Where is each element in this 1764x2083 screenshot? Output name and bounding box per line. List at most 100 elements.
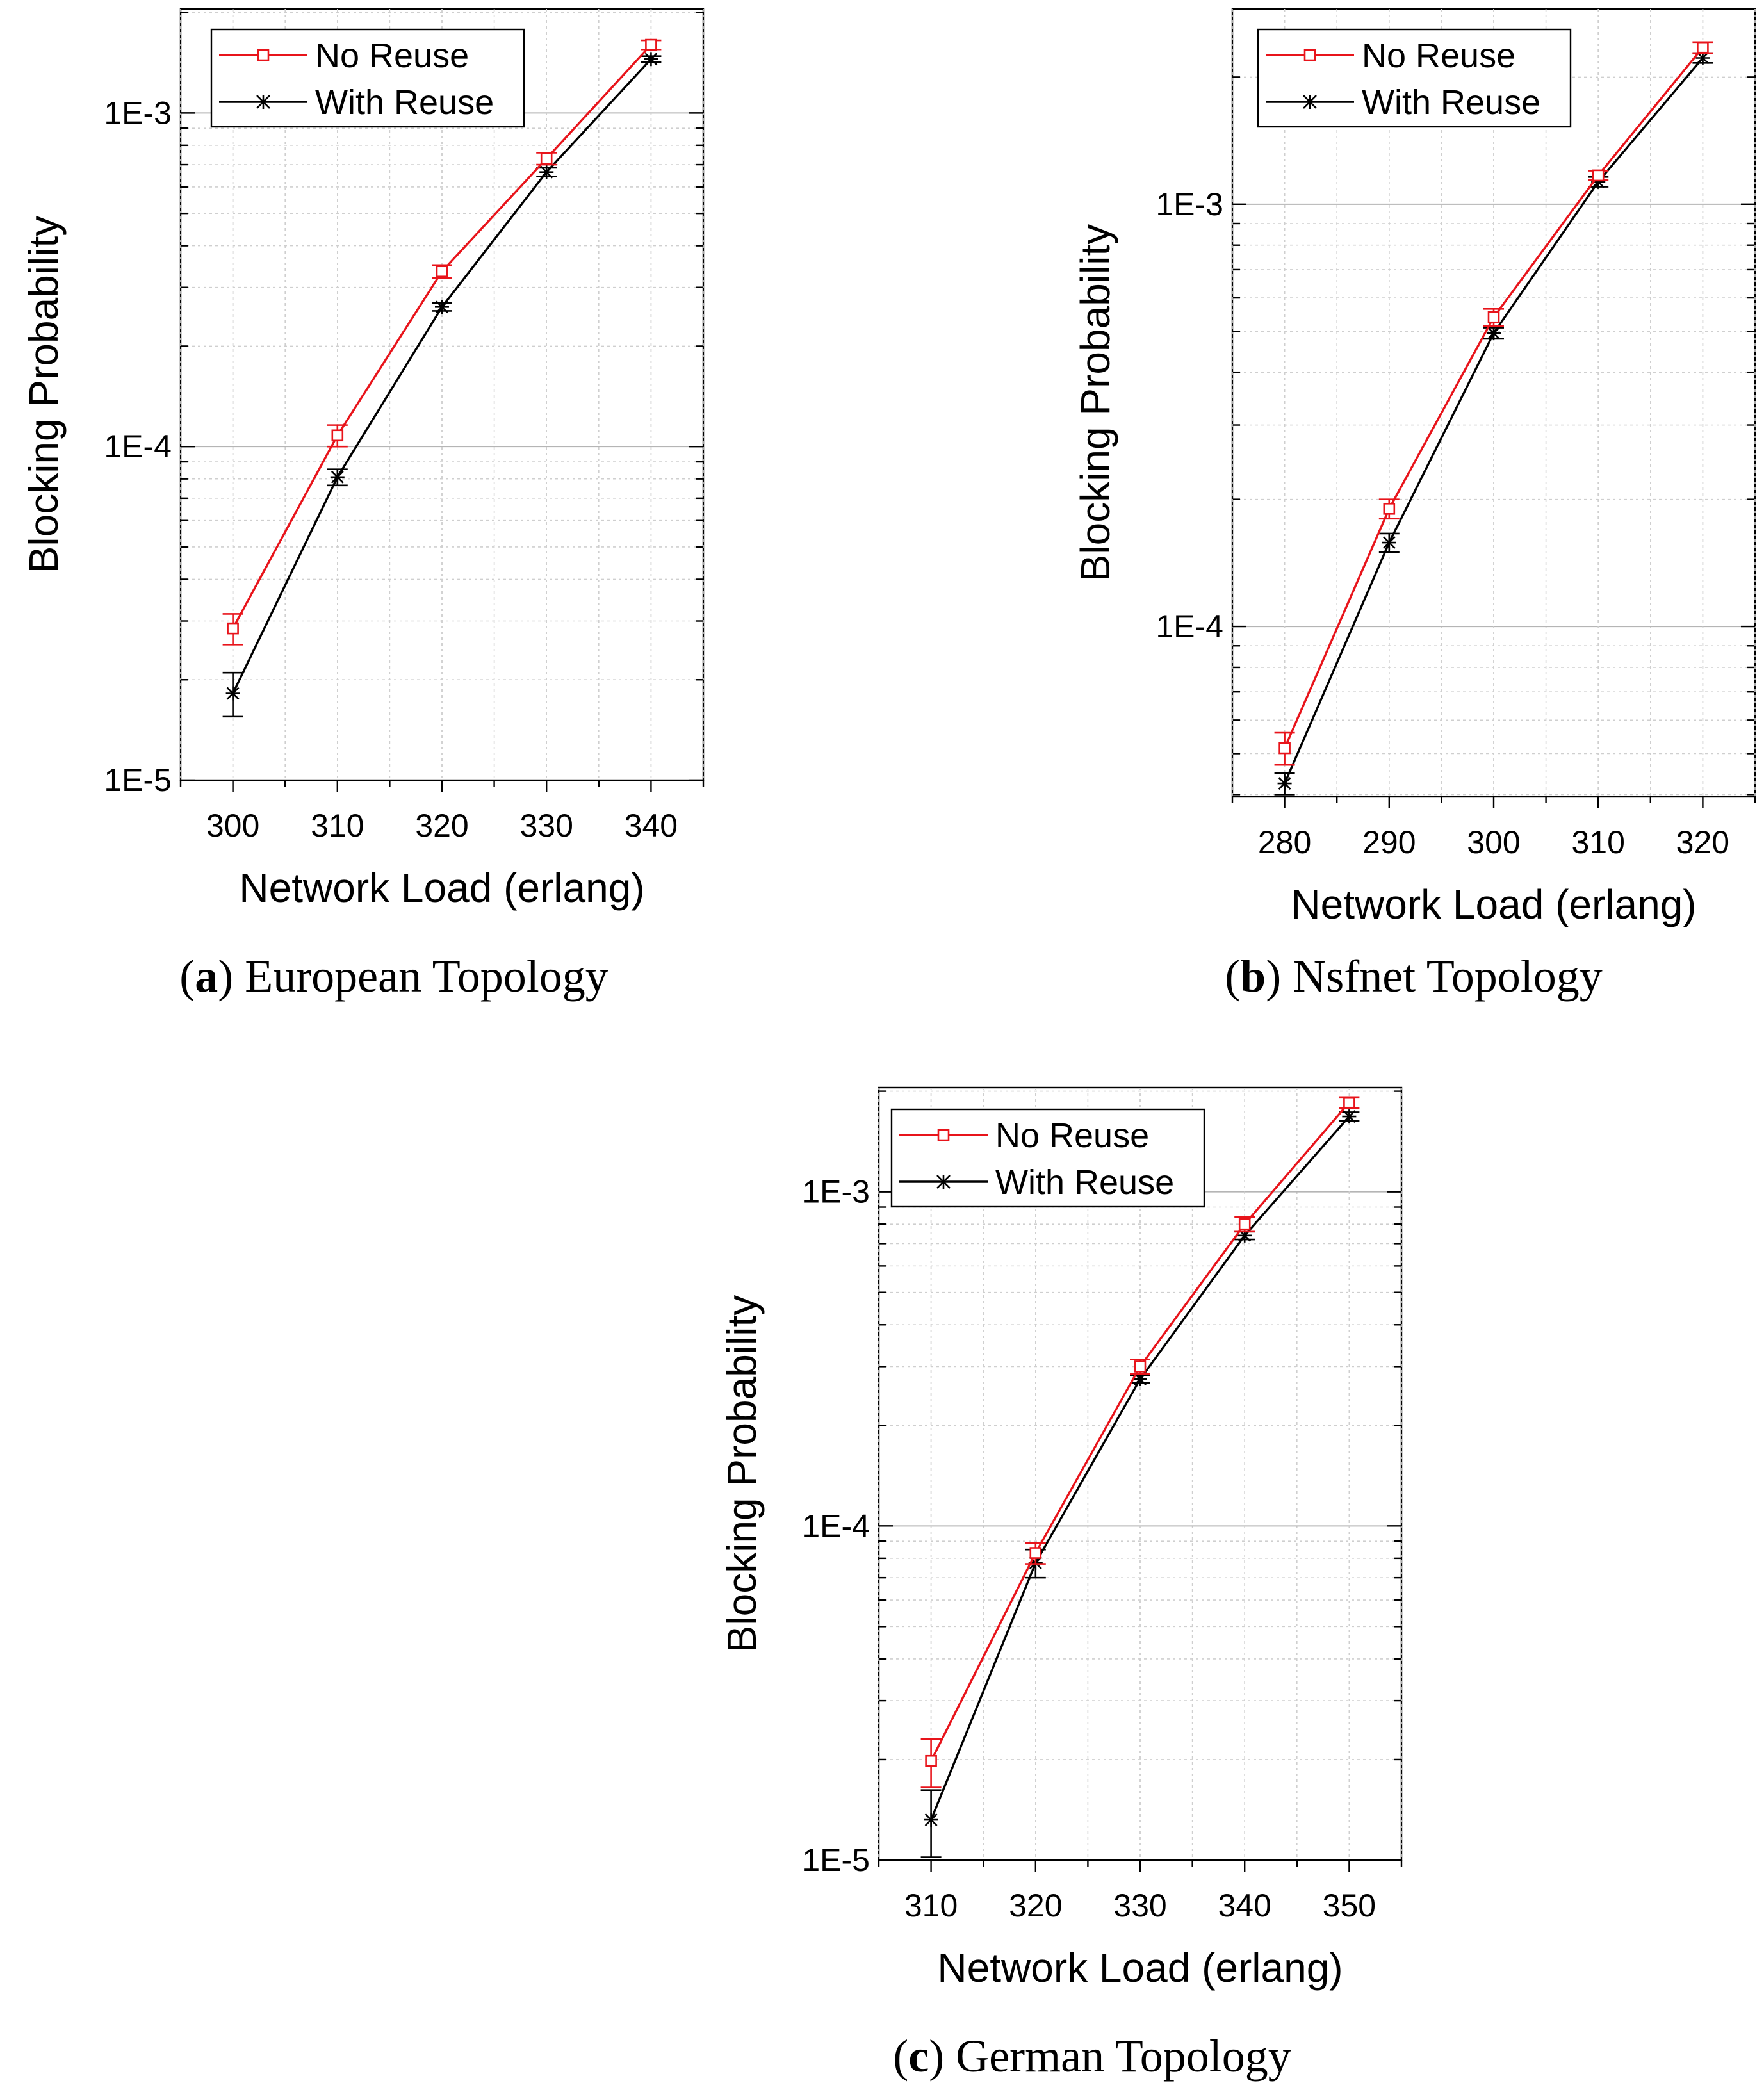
chart-european: 1E-5 1E-4 1E-3 300 310 320 330 340 Network Load … [20,8,705,911]
y-tick-label: 1E-4 [104,429,172,464]
legend-marker [936,1175,951,1189]
data-point [645,38,657,51]
legend-frame [210,28,525,128]
caption-german: (c) German Topology [893,2030,1291,2082]
star-stroke [924,1813,938,1827]
star-stroke [1487,327,1500,340]
x-tick-label: 320 [1009,1888,1062,1924]
x-tick-label: 330 [1113,1888,1166,1924]
data-point [331,429,344,442]
data-point [1277,776,1292,791]
series-no-reuse [920,1096,1360,1788]
data-point [1382,535,1396,550]
data-point [925,1754,937,1767]
star-stroke [1343,1110,1356,1123]
legend-label: With Reuse [1362,83,1540,122]
data-point [1343,1096,1355,1109]
legend-marker [256,95,270,109]
data-point [1342,1109,1357,1124]
series-no-reuse [1274,41,1713,766]
y-tick-label: 1E-5 [104,762,172,798]
legend-label: With Reuse [315,83,494,122]
x-tick-label: 310 [904,1888,958,1924]
data-point [1238,1218,1251,1230]
caption-letter: b [1240,951,1266,1002]
x-tick-label: 320 [415,808,468,844]
legend-item: No Reuse [899,1116,1149,1155]
caption-paren: ( [1225,951,1240,1002]
data-point [539,165,554,179]
series-no-reuse [222,38,662,646]
star-stroke [1696,51,1710,65]
caption-european: (a) European Topology [179,951,608,1002]
legend-item: With Reuse [219,83,494,122]
chart-nsfnet: 1E-4 1E-3 280 290 300 310 320 Network Load (erl… [1072,8,1756,927]
x-axis-label: Network Load (erlang) [1291,881,1696,927]
data-point [227,622,239,635]
data-point [644,52,658,67]
x-tick-label: 310 [1571,824,1624,860]
caption-paren: ( [893,2030,908,2082]
legend-item: With Reuse [899,1163,1174,1202]
x-tick-label: 300 [206,808,259,844]
y-axis-label: Blocking Probability [719,1295,765,1653]
legend-frame [1257,28,1572,128]
y-tick-label: 1E-3 [104,95,172,131]
legend: No Reuse With Reuse [890,1108,1205,1208]
x-tick-label: 290 [1362,824,1416,860]
star-stroke [226,687,240,700]
legend-item: No Reuse [1266,37,1515,75]
x-tick-label: 330 [519,808,573,844]
y-axis-label: Blocking Probability [1072,224,1118,582]
data-point [330,470,345,484]
data-point [540,152,553,165]
series-with-reuse [222,52,662,718]
caption-text: ) German Topology [929,2030,1291,2082]
data-point [1487,326,1501,341]
legend-marker [1303,95,1317,109]
legend-marker [1303,49,1316,61]
legend-item: With Reuse [1266,83,1540,122]
caption-text: ) European Topology [218,951,608,1002]
x-tick-label: 310 [311,808,364,844]
legend-label: No Reuse [995,1116,1149,1155]
data-point [1487,311,1500,323]
x-tick-label: 340 [625,808,678,844]
star-stroke [1134,1373,1147,1386]
legend: No Reuse With Reuse [1257,28,1572,128]
star-stroke [644,53,658,66]
star-stroke [1278,777,1291,790]
caption-text: ) Nsfnet Topology [1266,951,1603,1002]
x-tick-label: 340 [1218,1888,1271,1924]
caption-letter: a [195,951,218,1002]
x-axis-label: Network Load (erlang) [239,865,644,911]
caption-nsfnet: (b) Nsfnet Topology [1225,951,1603,1002]
data-point [924,1813,938,1827]
y-axis-label: Blocking Probability [20,216,67,574]
x-tick-label: 300 [1467,824,1520,860]
x-tick-label: 280 [1258,824,1311,860]
legend-label: No Reuse [315,37,469,75]
chart-german: 1E-5 1E-4 1E-3 310 320 330 340 350 Network Load … [719,1086,1403,1991]
data-point [1134,1360,1147,1373]
star-stroke [1382,536,1396,550]
legend-marker [257,49,270,61]
data-point [1697,41,1709,54]
legend: No Reuse With Reuse [210,28,525,128]
legend-frame [890,1108,1205,1208]
data-point [1592,169,1605,182]
x-tick-label: 320 [1676,824,1729,860]
star-stroke [540,165,553,179]
star-stroke [436,300,448,314]
star-stroke [331,470,344,484]
y-tick-label: 1E-5 [802,1842,870,1878]
data-point [225,686,240,701]
caption-letter: c [908,2030,929,2082]
y-tick-label: 1E-4 [802,1508,870,1544]
data-point [1278,742,1291,755]
y-tick-label: 1E-4 [1156,609,1223,644]
legend-marker [937,1129,950,1141]
legend-label: No Reuse [1362,37,1515,75]
legend-item: No Reuse [219,37,469,75]
